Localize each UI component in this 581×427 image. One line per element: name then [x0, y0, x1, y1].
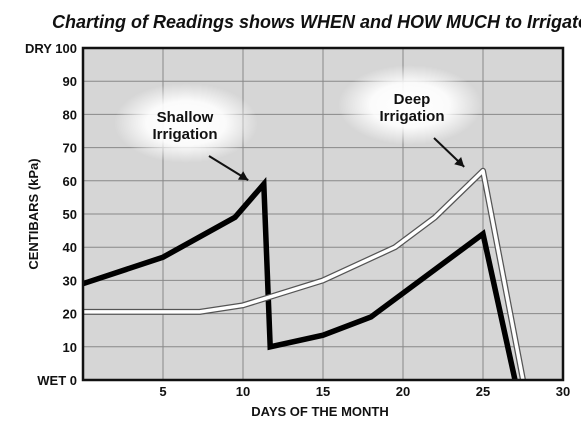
series-line [82, 177, 518, 381]
annotation-arrowhead [237, 171, 249, 181]
y-tick-label: DRY 100 [25, 41, 77, 56]
y-tick-labels: WET 0 10 20 30 40 50 60 70 80 90 DRY 100 [25, 41, 77, 388]
y-tick-label: 80 [63, 107, 77, 122]
annotation-label: Irrigation [379, 108, 444, 125]
plot-border [81, 46, 565, 382]
annotation-label: Irrigation [152, 126, 217, 143]
y-tick-label: 70 [63, 141, 77, 156]
y-tick-label: 30 [63, 273, 77, 288]
y-tick-label: 40 [63, 240, 77, 255]
annotation-glow [114, 83, 258, 163]
annotation-glow [338, 65, 482, 145]
y-tick-label: 10 [63, 340, 77, 355]
x-tick-label: 15 [316, 384, 330, 399]
series-line [83, 169, 525, 381]
y-tick-label: 20 [63, 307, 77, 322]
x-tick-label: 30 [556, 384, 570, 399]
annotation-label: Deep [394, 91, 431, 108]
x-axis-title: DAYS OF THE MONTH [251, 404, 388, 419]
chart-title: Charting of Readings shows WHEN and HOW … [52, 12, 581, 32]
x-tick-label: 25 [476, 384, 490, 399]
y-tick-label: 60 [63, 174, 77, 189]
x-tick-label: 5 [159, 384, 166, 399]
annotation-label: Shallow [157, 109, 214, 126]
annotation-glows [114, 65, 482, 163]
x-tick-label: 10 [236, 384, 250, 399]
y-tick-label: 50 [63, 207, 77, 222]
y-tick-label: 90 [63, 74, 77, 89]
x-tick-labels: 5 10 15 20 25 30 [159, 384, 570, 399]
y-axis-title: CENTIBARS (kPa) [26, 158, 41, 269]
y-tick-label: WET 0 [37, 373, 77, 388]
x-tick-label: 20 [396, 384, 410, 399]
series-layer [82, 167, 526, 381]
annotation-arrowhead [454, 157, 465, 167]
